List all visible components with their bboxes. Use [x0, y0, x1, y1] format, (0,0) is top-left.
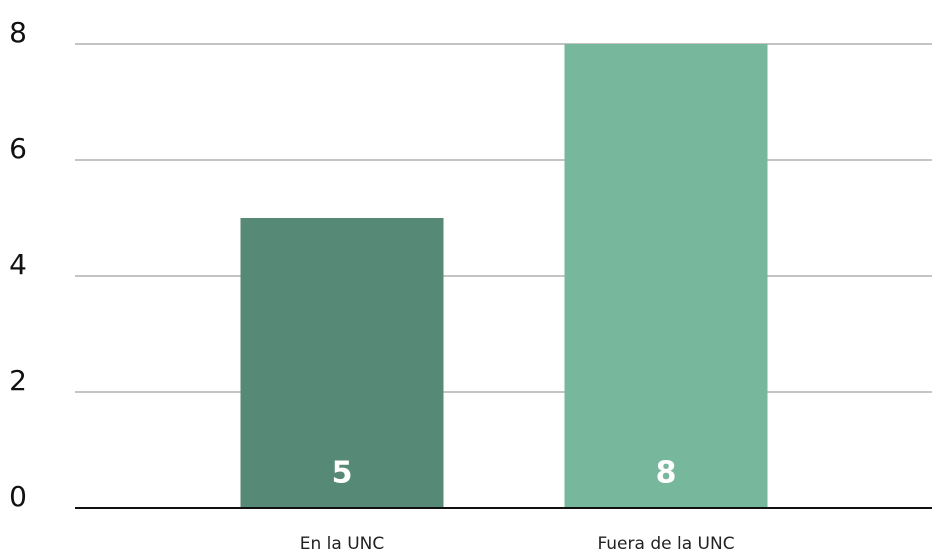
data-label: 5 — [332, 456, 353, 491]
bar — [564, 44, 768, 508]
data-label: 8 — [656, 456, 677, 491]
y-tick-label: 0 — [9, 480, 27, 513]
x-tick-label: Fuera de la UNC — [597, 534, 734, 552]
y-tick-label: 8 — [9, 16, 27, 49]
y-tick-label: 4 — [9, 248, 27, 281]
bar — [240, 218, 444, 508]
x-tick-label: En la UNC — [300, 534, 385, 552]
y-tick-label: 6 — [9, 132, 27, 165]
y-tick-label: 2 — [9, 364, 27, 397]
